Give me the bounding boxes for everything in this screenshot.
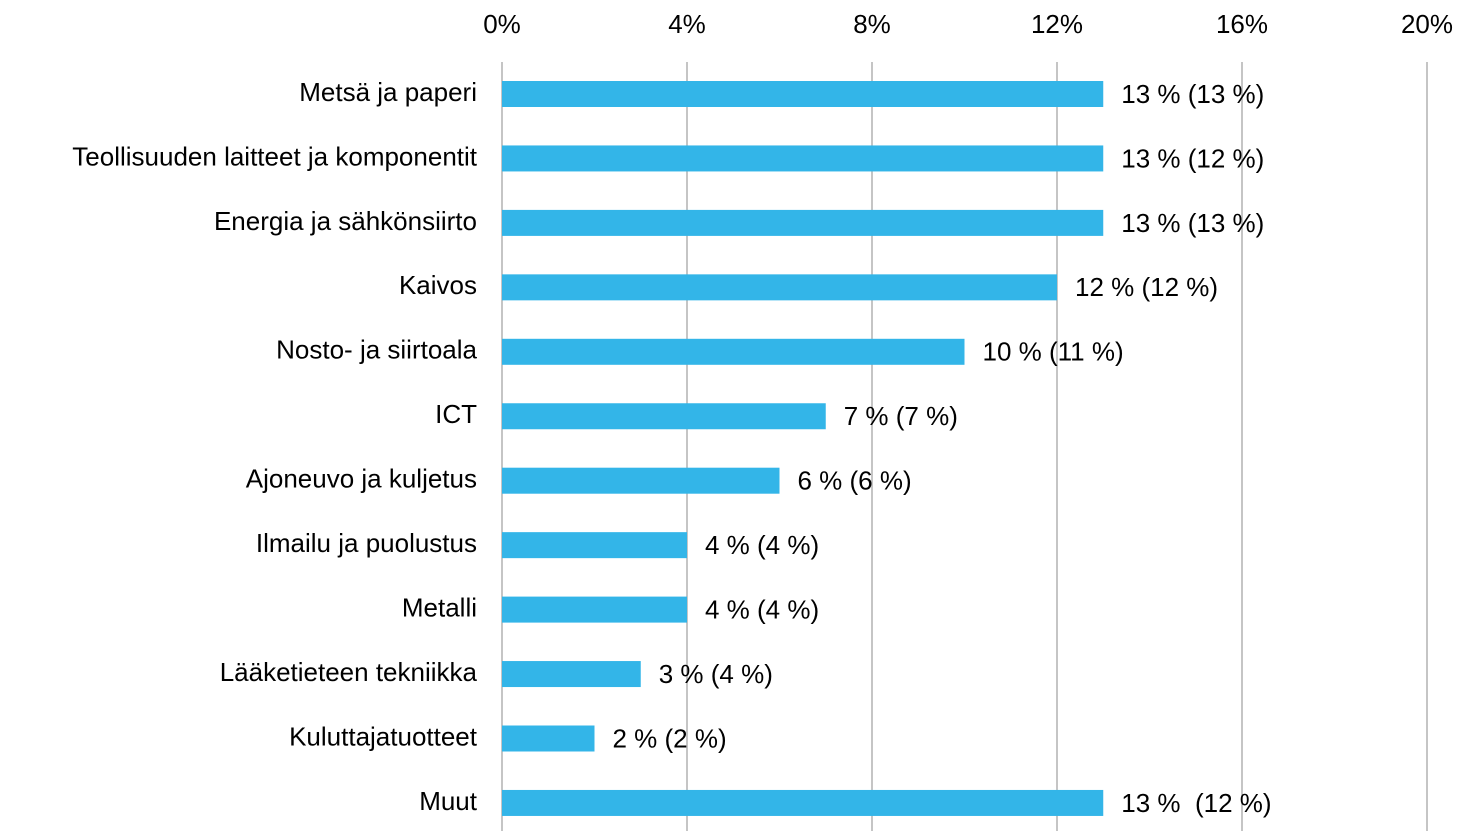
data-label: 6 % (6 %) — [798, 466, 912, 496]
data-label: 4 % (4 %) — [705, 530, 819, 560]
y-tick-label: Kaivos — [399, 270, 477, 300]
y-tick-label: Ajoneuvo ja kuljetus — [246, 464, 477, 494]
bar — [502, 467, 780, 494]
data-label: 2 % (2 %) — [613, 723, 727, 753]
y-tick-label: Energia ja sähkönsiirto — [214, 206, 477, 236]
data-label: 13 % (13 %) — [1121, 79, 1264, 109]
y-tick-label: Kuluttajatuotteet — [289, 721, 478, 751]
data-label: 13 % (13 %) — [1121, 208, 1264, 238]
bar — [502, 209, 1104, 236]
y-tick-label: Metsä ja paperi — [299, 77, 477, 107]
y-tick-label: ICT — [435, 399, 477, 429]
data-label: 13 % (12 %) — [1121, 788, 1271, 818]
data-label: 4 % (4 %) — [705, 594, 819, 624]
bar — [502, 661, 641, 688]
bar — [502, 789, 1104, 816]
data-label: 3 % (4 %) — [659, 659, 773, 689]
x-tick-label: 16% — [1216, 9, 1268, 39]
x-tick-label: 8% — [853, 9, 891, 39]
y-tick-label: Ilmailu ja puolustus — [256, 528, 477, 558]
y-tick-label: Nosto- ja siirtoala — [276, 335, 477, 365]
x-tick-label: 12% — [1031, 9, 1083, 39]
x-tick-label: 20% — [1401, 9, 1453, 39]
bar — [502, 145, 1104, 172]
x-tick-label: 0% — [483, 9, 521, 39]
y-tick-label: Lääketieteen tekniikka — [220, 657, 478, 687]
data-label: 12 % (12 %) — [1075, 272, 1218, 302]
y-tick-label: Teollisuuden laitteet ja komponentit — [72, 141, 477, 171]
bar — [502, 274, 1057, 301]
data-label: 7 % (7 %) — [844, 401, 958, 431]
bar — [502, 81, 1104, 107]
bar — [502, 403, 826, 430]
bar — [502, 596, 687, 623]
data-label: 13 % (12 %) — [1121, 143, 1264, 173]
y-tick-label: Metalli — [402, 592, 477, 622]
data-label: 10 % (11 %) — [983, 337, 1124, 367]
bar — [502, 338, 965, 365]
y-tick-label: Muut — [419, 786, 478, 816]
bar — [502, 725, 595, 752]
x-tick-label: 4% — [668, 9, 706, 39]
bar — [502, 532, 687, 559]
